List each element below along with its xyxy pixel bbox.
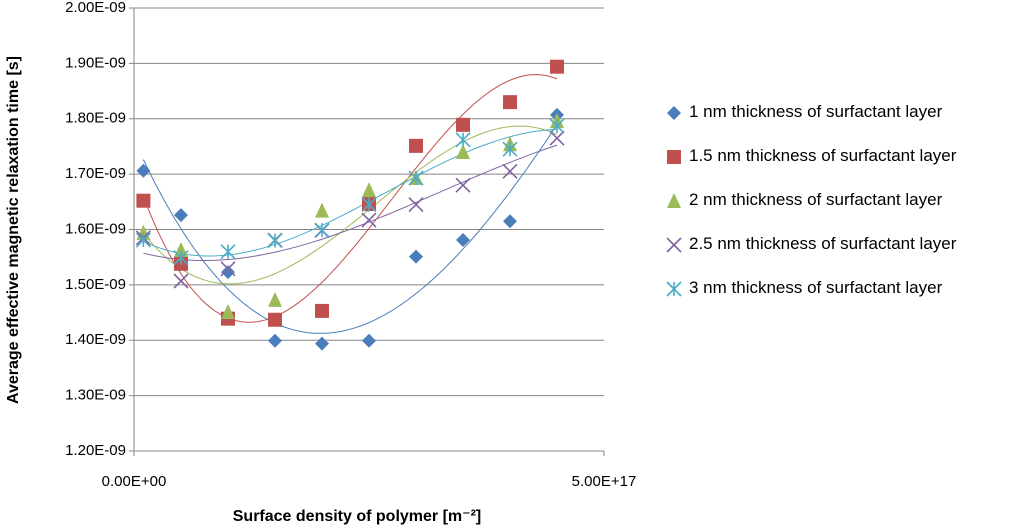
trendline xyxy=(142,124,558,334)
y-tick-label: 1.70E-09 xyxy=(65,165,126,182)
point xyxy=(173,273,189,289)
point xyxy=(456,117,470,132)
legend-entry: 1 nm thickness of surfactant layer xyxy=(665,100,1010,124)
trendline xyxy=(143,125,558,285)
y-tick-label: 1.60E-09 xyxy=(65,220,126,237)
y-tick-label: 1.30E-09 xyxy=(65,387,126,404)
point xyxy=(549,130,565,146)
point xyxy=(221,304,235,320)
point xyxy=(136,163,151,178)
point xyxy=(667,106,681,120)
point xyxy=(220,244,236,260)
point xyxy=(409,249,423,264)
point xyxy=(667,193,681,208)
legend-marker xyxy=(667,193,681,208)
y-tick-label: 1.50E-09 xyxy=(65,276,126,293)
point xyxy=(503,95,517,110)
y-tick-label: 1.80E-09 xyxy=(65,110,126,127)
point xyxy=(666,237,682,253)
point xyxy=(174,208,188,223)
legend-entry: 2 nm thickness of surfactant layer xyxy=(665,188,1010,212)
point xyxy=(503,214,517,229)
trendline xyxy=(142,74,558,323)
point xyxy=(221,265,235,280)
point xyxy=(268,333,282,348)
x-axis-title: Surface density of polymer [m⁻²] xyxy=(233,508,482,525)
point xyxy=(502,141,518,157)
y-tick-label: 1.40E-09 xyxy=(65,331,126,348)
legend-label: 2.5 nm thickness of surfactant layer xyxy=(689,234,957,253)
point xyxy=(361,212,377,228)
point xyxy=(456,233,470,248)
point xyxy=(549,118,565,134)
point xyxy=(135,232,151,248)
point xyxy=(409,138,423,153)
legend-entry: 3 nm thickness of surfactant layer xyxy=(665,276,1010,300)
point xyxy=(455,177,471,193)
point xyxy=(361,197,377,213)
point xyxy=(315,336,329,351)
point xyxy=(362,333,376,348)
legend-marker xyxy=(667,150,681,164)
y-tick-label: 2.00E-09 xyxy=(65,0,126,16)
legend-entry: 2.5 nm thickness of surfactant layer xyxy=(665,232,1010,256)
point xyxy=(220,261,236,277)
legend-label: 1 nm thickness of surfactant layer xyxy=(689,102,943,121)
point xyxy=(315,303,329,318)
trendline xyxy=(143,128,558,257)
point xyxy=(550,59,564,74)
legend-label: 3 nm thickness of surfactant layer xyxy=(689,278,943,297)
legend-label: 2 nm thickness of surfactant layer xyxy=(689,190,943,209)
point xyxy=(362,182,376,198)
y-tick-label: 1.20E-09 xyxy=(65,442,126,459)
y-tick-label: 1.90E-09 xyxy=(65,54,126,71)
legend-entry: 1.5 nm thickness of surfactant layer xyxy=(665,144,1010,168)
y-axis-title: Average effective magnetic relaxation ti… xyxy=(5,56,22,404)
legend-marker xyxy=(666,281,682,297)
point xyxy=(268,291,282,307)
legend: 1 nm thickness of surfactant layer 1.5 nm… xyxy=(665,100,1010,320)
x-tick-label: 5.00E+17 xyxy=(572,473,637,490)
point xyxy=(666,281,682,297)
point xyxy=(315,202,329,218)
point xyxy=(136,193,151,208)
point xyxy=(408,170,424,186)
point xyxy=(173,250,189,266)
legend-marker xyxy=(666,237,682,253)
point xyxy=(456,143,470,159)
legend-marker xyxy=(667,106,681,120)
point xyxy=(667,150,681,164)
point xyxy=(455,132,471,148)
point xyxy=(268,312,282,327)
point xyxy=(314,222,330,238)
trendline xyxy=(143,144,558,261)
legend-label: 1.5 nm thickness of surfactant layer xyxy=(689,146,957,165)
point xyxy=(267,233,283,249)
point xyxy=(502,163,518,179)
x-tick-label: 0.00E+00 xyxy=(102,473,167,490)
point xyxy=(408,197,424,213)
